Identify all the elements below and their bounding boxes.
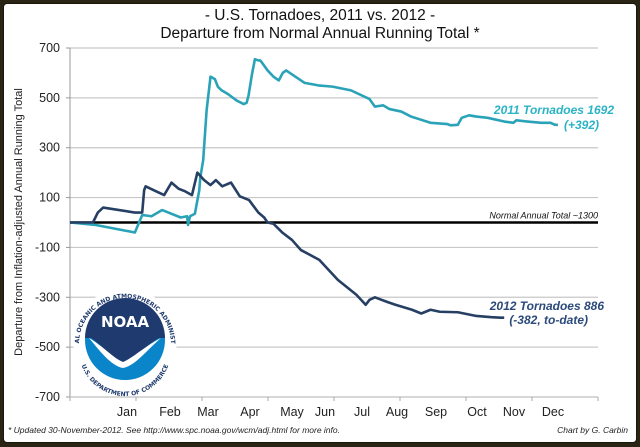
- logo-gull-icon: [89, 338, 161, 368]
- series-2012-sublabel: (-382, to-date): [509, 313, 588, 327]
- x-tick-label: Oct: [467, 405, 487, 419]
- series-2011-label: 2011 Tornadoes 1692: [493, 103, 614, 117]
- x-tick-label: Jun: [315, 405, 335, 419]
- y-tick-label: 500: [39, 91, 60, 105]
- y-tick-label: -100: [35, 240, 60, 254]
- x-tick-label: Sep: [425, 405, 447, 419]
- logo-sky-icon: [85, 298, 165, 362]
- x-tick-label: Jan: [117, 405, 137, 419]
- y-tick-label: -700: [35, 390, 60, 404]
- y-tick-label: -500: [35, 340, 60, 354]
- logo-text: NOAA: [101, 313, 150, 331]
- x-tick-label: Jul: [354, 405, 370, 419]
- noaa-logo: NOAA NATIONAL OCEANIC AND ATMOSPHERIC AD…: [73, 288, 177, 398]
- x-tick-label: Dec: [542, 405, 564, 419]
- normal-total-label: Normal Annual Total ~1300: [489, 211, 598, 221]
- series-line-2011: [69, 57, 558, 234]
- chart-credit: Chart by G. Carbin: [557, 425, 628, 435]
- chart-title: - U.S. Tornadoes, 2011 vs. 2012 -: [205, 7, 435, 24]
- x-tick-label: Mar: [197, 405, 219, 419]
- y-axis-label: Departure from Inflation-adjusted Annual…: [13, 88, 25, 356]
- y-axis-ticks: 700 500 300 100 -100 -300 -500 -700: [35, 41, 70, 404]
- y-tick-label: 300: [39, 141, 60, 155]
- x-tick-label: Feb: [159, 405, 181, 419]
- series-lines: [69, 57, 558, 320]
- y-tick-label: 100: [39, 191, 60, 205]
- x-tick-label: Nov: [503, 405, 526, 419]
- x-tick-label: May: [280, 405, 304, 419]
- series-2011-sublabel: (+392): [564, 118, 599, 132]
- y-tick-label: 700: [39, 41, 60, 55]
- chart-subtitle: Departure from Normal Annual Running Tot…: [160, 25, 479, 42]
- x-tick-label: Apr: [240, 405, 259, 419]
- footnote: * Updated 30-November-2012. See http://w…: [8, 425, 340, 435]
- x-tick-label: Aug: [386, 405, 408, 419]
- y-tick-label: -300: [35, 290, 60, 304]
- series-2012-label: 2012 Tornadoes 886: [489, 299, 605, 313]
- series-line-2012: [70, 171, 505, 320]
- x-axis: Jan Feb Mar Apr May Jun Jul Aug Sep Oct Nov Dec: [69, 48, 599, 419]
